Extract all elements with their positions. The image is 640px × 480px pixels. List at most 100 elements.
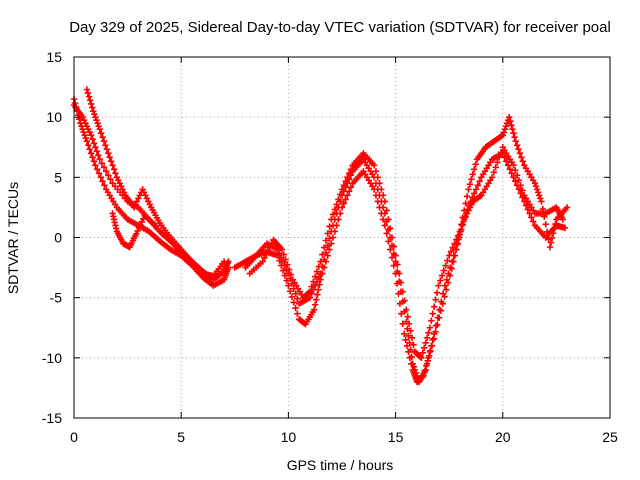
data-point-marker bbox=[548, 234, 556, 242]
data-point-marker bbox=[86, 97, 94, 104]
data-point-marker bbox=[407, 327, 414, 334]
data-point-marker bbox=[92, 162, 99, 169]
data-point-marker bbox=[441, 293, 448, 300]
data-point-marker bbox=[338, 186, 346, 193]
data-point-marker bbox=[508, 170, 515, 177]
data-point-marker bbox=[376, 180, 383, 187]
data-point-marker bbox=[516, 150, 524, 157]
data-point-marker bbox=[286, 288, 294, 295]
data-point-marker bbox=[401, 297, 408, 304]
data-point-marker bbox=[419, 349, 426, 357]
x-tick-label: 5 bbox=[177, 429, 185, 445]
data-point-marker bbox=[561, 224, 569, 232]
data-point-marker bbox=[506, 166, 514, 173]
data-point-marker bbox=[469, 194, 476, 201]
data-point-marker bbox=[513, 182, 521, 189]
data-point-marker bbox=[422, 339, 429, 346]
data-point-marker bbox=[347, 184, 355, 191]
data-point-marker bbox=[274, 252, 281, 259]
data-point-marker bbox=[305, 289, 312, 296]
data-point-marker bbox=[461, 207, 468, 214]
data-point-marker bbox=[328, 240, 335, 247]
data-point-marker bbox=[107, 158, 115, 165]
data-point-marker bbox=[100, 164, 108, 171]
series-satellite-track-F bbox=[242, 150, 569, 386]
data-point-marker bbox=[524, 206, 532, 213]
data-point-marker bbox=[94, 166, 101, 173]
data-point-marker bbox=[335, 196, 342, 203]
data-point-marker bbox=[397, 279, 405, 286]
data-point-marker bbox=[383, 207, 390, 214]
data-point-marker bbox=[259, 258, 266, 265]
data-point-marker bbox=[328, 216, 335, 223]
data-point-marker bbox=[519, 194, 526, 201]
data-point-marker bbox=[510, 162, 517, 169]
data-point-marker bbox=[337, 191, 344, 198]
data-point-marker bbox=[418, 354, 425, 362]
data-point-marker bbox=[501, 154, 508, 161]
data-point-marker bbox=[322, 258, 330, 265]
data-point-marker bbox=[472, 186, 480, 193]
x-tick-label: 10 bbox=[281, 429, 297, 445]
data-point-marker bbox=[331, 206, 339, 213]
data-point-marker bbox=[290, 299, 297, 306]
data-point-marker bbox=[506, 113, 513, 121]
data-point-marker bbox=[87, 100, 95, 108]
data-point-marker bbox=[83, 86, 91, 93]
data-point-marker bbox=[101, 182, 108, 189]
data-point-marker bbox=[472, 161, 479, 168]
data-point-marker bbox=[403, 306, 410, 313]
data-point-marker bbox=[335, 216, 342, 223]
data-point-marker bbox=[103, 146, 111, 153]
data-point-marker bbox=[97, 174, 104, 181]
data-point-marker bbox=[410, 341, 417, 348]
data-point-marker bbox=[435, 282, 442, 289]
data-point-marker bbox=[314, 291, 321, 298]
data-point-marker bbox=[324, 230, 331, 237]
data-point-marker bbox=[421, 367, 429, 375]
data-point-marker bbox=[379, 192, 387, 199]
data-point-marker bbox=[90, 158, 98, 165]
y-tick-label: -5 bbox=[50, 290, 63, 306]
data-point-marker bbox=[383, 230, 390, 237]
data-point-marker bbox=[435, 314, 443, 321]
data-point-marker bbox=[326, 223, 333, 230]
data-point-marker bbox=[440, 267, 448, 274]
data-point-marker bbox=[319, 270, 326, 277]
data-point-marker bbox=[322, 237, 330, 244]
data-point-marker bbox=[281, 272, 289, 279]
data-point-marker bbox=[526, 210, 533, 217]
data-point-marker bbox=[319, 251, 326, 258]
data-point-marker bbox=[99, 178, 106, 185]
data-point-marker bbox=[541, 213, 548, 220]
y-axis-label: SDTVAR / TECUs bbox=[5, 182, 21, 294]
data-point-marker bbox=[408, 334, 416, 341]
data-point-marker bbox=[432, 296, 439, 303]
data-point-marker bbox=[396, 300, 404, 307]
data-point-marker bbox=[515, 177, 523, 184]
data-point-marker bbox=[405, 348, 412, 356]
data-point-marker bbox=[492, 164, 499, 171]
data-point-marker bbox=[324, 252, 331, 259]
data-point-marker bbox=[82, 135, 89, 142]
data-point-marker bbox=[438, 272, 446, 279]
data-point-marker bbox=[109, 162, 116, 169]
data-point-marker bbox=[450, 258, 457, 265]
data-point-marker bbox=[547, 239, 555, 246]
data-point-marker bbox=[559, 216, 567, 223]
data-point-marker bbox=[392, 252, 399, 259]
data-point-marker bbox=[504, 162, 512, 169]
data-point-marker bbox=[78, 122, 85, 130]
data-point-marker bbox=[374, 174, 381, 181]
data-point-marker bbox=[417, 353, 424, 361]
data-point-marker bbox=[534, 189, 542, 196]
data-point-marker bbox=[536, 192, 543, 199]
data-point-marker bbox=[317, 276, 324, 283]
data-point-marker bbox=[394, 261, 401, 268]
data-point-marker bbox=[434, 321, 441, 328]
data-point-marker bbox=[430, 303, 438, 310]
data-point-marker bbox=[448, 265, 455, 272]
data-point-marker bbox=[490, 169, 498, 176]
data-point-marker bbox=[220, 258, 228, 265]
data-point-marker bbox=[462, 200, 469, 207]
